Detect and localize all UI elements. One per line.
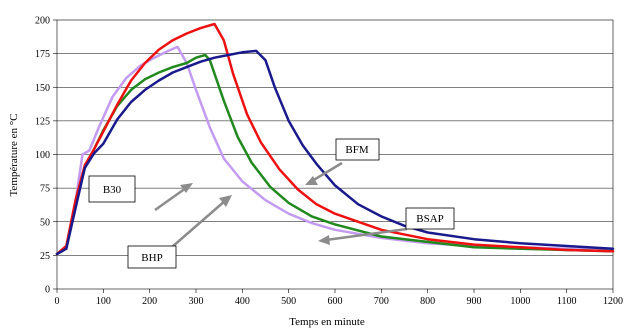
arrow-bhp [171, 199, 227, 248]
label-bfm: BFM [335, 138, 380, 161]
x-tick-label: 800 [420, 296, 435, 307]
arrow-head-bsap [318, 235, 330, 245]
y-axis-title: Température en °C [8, 113, 20, 196]
label-bhp: BHP [127, 245, 177, 269]
x-tick-label: 900 [467, 296, 482, 307]
label-box-bhp [127, 245, 177, 269]
y-axis-ticks: 0 25 50 75 100 125 150 175 200 [35, 16, 57, 296]
arrow-head-bfm [305, 176, 318, 185]
arrow-head-bhp [219, 195, 232, 207]
x-tick-label: 300 [189, 296, 204, 307]
x-tick-label: 0 [55, 296, 60, 307]
y-tick-label: 200 [35, 16, 50, 27]
series-lines [55, 22, 615, 256]
label-text-bfm: BFM [345, 144, 368, 156]
series-line-bfm [55, 49, 615, 256]
x-tick-label: 500 [281, 296, 296, 307]
x-tick-label: 1200 [603, 296, 623, 307]
y-tick-label: 50 [40, 217, 50, 228]
y-tick-label: 25 [40, 251, 50, 262]
y-tick-label: 100 [35, 150, 50, 161]
y-tick-label: 75 [40, 184, 50, 195]
y-tick-label: 150 [35, 83, 50, 94]
label-box-b30 [88, 175, 136, 203]
x-tick-label: 1100 [557, 296, 577, 307]
y-tick-label: 175 [35, 49, 50, 60]
arrow-bfm [311, 161, 343, 183]
y-tick-label: 0 [45, 285, 50, 296]
arrow-head-b30 [180, 183, 193, 193]
label-text-bhp: BHP [141, 252, 162, 264]
label-box-bsap [405, 207, 455, 230]
arrow-bsap [325, 227, 408, 242]
x-tick-label: 600 [328, 296, 343, 307]
series-line-bsap [55, 22, 615, 256]
series-line-b30 [55, 45, 615, 256]
arrow-b30 [154, 186, 187, 212]
x-axis-ticks: 0 100 200 300 400 500 600 700 800 900 1000 1100 1200 [55, 289, 623, 307]
label-text-b30: B30 [103, 184, 122, 196]
label-b30: B30 [88, 175, 136, 203]
label-bsap: BSAP [405, 207, 455, 230]
x-axis-title: Temps en minute [289, 316, 365, 328]
annotation-arrows [154, 161, 408, 248]
y-tick-label: 125 [35, 116, 50, 127]
x-tick-label: 100 [96, 296, 111, 307]
label-box-bfm [335, 138, 380, 161]
x-tick-label: 700 [374, 296, 389, 307]
x-tick-label: 1000 [510, 296, 530, 307]
label-text-bsap: BSAP [416, 213, 444, 225]
x-tick-label: 400 [235, 296, 250, 307]
x-tick-label: 200 [142, 296, 157, 307]
